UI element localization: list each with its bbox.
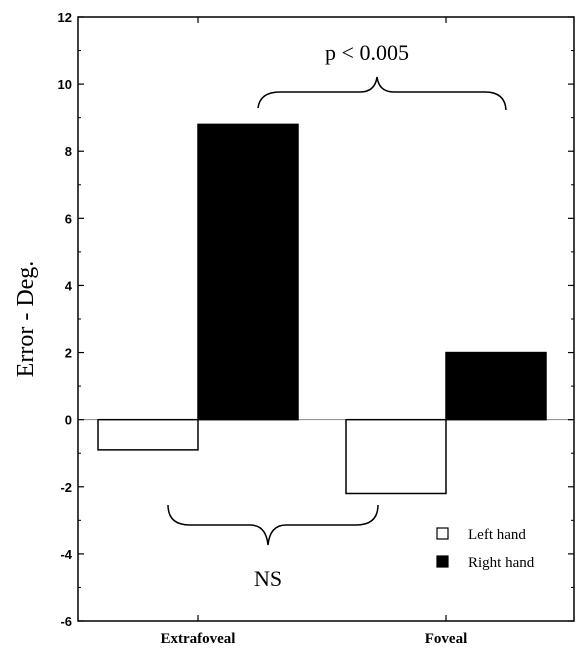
y-tick-label: 2: [65, 346, 72, 361]
bar-left-hand-extrafoveal: [97, 418, 199, 451]
y-axis-label: Error - Deg.: [13, 261, 39, 378]
y-tick-label: 0: [65, 413, 72, 428]
legend-label-right-hand: Right hand: [468, 555, 535, 571]
x-tick-label-extrafoveal: Extrafoveal: [161, 631, 236, 647]
y-tick-label: -4: [60, 547, 72, 562]
y-tick-label: 12: [58, 10, 72, 25]
legend-label-left-hand: Left hand: [468, 527, 526, 543]
significance-label-bottom: NS: [254, 566, 282, 591]
y-tick-label: 10: [58, 77, 72, 92]
legend: Left hand Right hand: [436, 527, 535, 571]
y-tick-label: 8: [65, 144, 72, 159]
y-tick-label: -6: [60, 614, 72, 629]
legend-swatch-left-hand: [436, 527, 449, 540]
y-tick-label: -2: [60, 480, 72, 495]
bars: [97, 123, 547, 495]
x-axis-ticks: [197, 17, 447, 621]
y-axis-ticks: -6 -4 -2 0 2 4 6 8 10 12: [58, 10, 574, 629]
significance-label-top: p < 0.005: [325, 40, 409, 65]
significance-bracket-bottom: [167, 504, 379, 546]
significance-bracket-top: [257, 76, 507, 111]
bar-right-hand-extrafoveal: [197, 123, 299, 421]
x-tick-label-foveal: Foveal: [425, 631, 468, 647]
legend-swatch-right-hand: [436, 555, 449, 568]
bar-right-hand-foveal: [445, 351, 547, 421]
y-tick-label: 6: [65, 211, 72, 226]
bar-left-hand-foveal: [345, 418, 447, 495]
y-tick-label: 4: [65, 278, 73, 293]
